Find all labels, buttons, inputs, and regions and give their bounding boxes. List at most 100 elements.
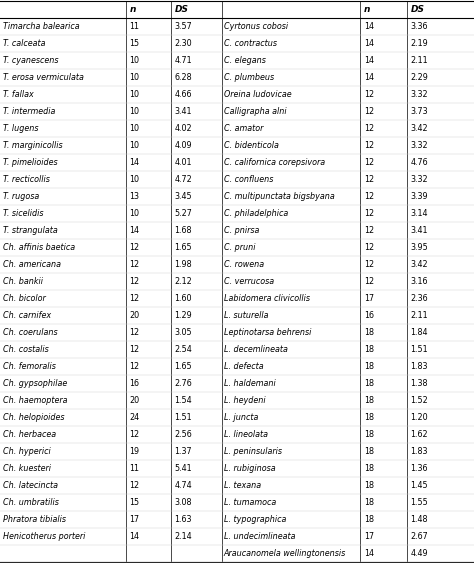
- Text: 12: 12: [129, 362, 139, 371]
- Text: Ch. costalis: Ch. costalis: [3, 345, 49, 354]
- Text: 14: 14: [364, 39, 374, 48]
- Text: 1.48: 1.48: [410, 515, 428, 524]
- Text: 6.28: 6.28: [174, 73, 192, 82]
- Text: C. amator: C. amator: [224, 124, 263, 133]
- Text: T. pimelioides: T. pimelioides: [3, 158, 57, 167]
- Text: 1.65: 1.65: [174, 243, 192, 252]
- Text: 19: 19: [129, 447, 139, 456]
- Text: Ch. bicolor: Ch. bicolor: [3, 294, 46, 303]
- Text: 12: 12: [364, 243, 374, 252]
- Text: 3.41: 3.41: [410, 226, 428, 235]
- Text: Leptinotarsa behrensi: Leptinotarsa behrensi: [224, 328, 311, 337]
- Text: Ch. affinis baetica: Ch. affinis baetica: [3, 243, 75, 252]
- Text: Ch. helopioides: Ch. helopioides: [3, 413, 64, 422]
- Text: 18: 18: [364, 464, 374, 473]
- Text: 14: 14: [364, 73, 374, 82]
- Text: 10: 10: [129, 56, 139, 65]
- Text: 3.57: 3.57: [174, 22, 192, 31]
- Text: 18: 18: [364, 345, 374, 354]
- Text: 10: 10: [129, 90, 139, 99]
- Text: Araucanomela wellingtonensis: Araucanomela wellingtonensis: [224, 549, 346, 558]
- Text: L. juncta: L. juncta: [224, 413, 258, 422]
- Text: C. multipunctata bigsbyana: C. multipunctata bigsbyana: [224, 192, 335, 201]
- Text: T. erosa vermiculata: T. erosa vermiculata: [3, 73, 84, 82]
- Text: 1.98: 1.98: [174, 260, 192, 269]
- Text: 12: 12: [364, 107, 374, 116]
- Text: 14: 14: [364, 22, 374, 31]
- Text: 1.38: 1.38: [410, 379, 428, 388]
- Text: 18: 18: [364, 396, 374, 405]
- Text: L. lineolata: L. lineolata: [224, 430, 268, 439]
- Text: 3.08: 3.08: [174, 498, 192, 507]
- Text: 1.83: 1.83: [410, 362, 428, 371]
- Text: 2.12: 2.12: [174, 277, 192, 286]
- Text: 2.76: 2.76: [174, 379, 192, 388]
- Text: 12: 12: [364, 260, 374, 269]
- Text: 12: 12: [364, 158, 374, 167]
- Text: 17: 17: [129, 515, 139, 524]
- Text: 4.71: 4.71: [174, 56, 192, 65]
- Text: L. rubiginosa: L. rubiginosa: [224, 464, 275, 473]
- Text: 18: 18: [364, 379, 374, 388]
- Text: 12: 12: [129, 430, 139, 439]
- Text: L. decemlineata: L. decemlineata: [224, 345, 288, 354]
- Text: 4.66: 4.66: [174, 90, 192, 99]
- Text: T. cyanescens: T. cyanescens: [3, 56, 58, 65]
- Text: 3.95: 3.95: [410, 243, 428, 252]
- Text: Oreina ludovicae: Oreina ludovicae: [224, 90, 292, 99]
- Text: 4.49: 4.49: [410, 549, 428, 558]
- Text: T. rugosa: T. rugosa: [3, 192, 39, 201]
- Text: 18: 18: [364, 413, 374, 422]
- Text: 1.68: 1.68: [174, 226, 192, 235]
- Text: L. texana: L. texana: [224, 481, 261, 490]
- Text: 1.54: 1.54: [174, 396, 192, 405]
- Text: 1.51: 1.51: [410, 345, 428, 354]
- Text: 15: 15: [129, 498, 139, 507]
- Text: 18: 18: [364, 481, 374, 490]
- Text: 3.73: 3.73: [410, 107, 428, 116]
- Text: 20: 20: [129, 311, 139, 320]
- Text: Ch. femoralis: Ch. femoralis: [3, 362, 56, 371]
- Text: 16: 16: [129, 379, 139, 388]
- Text: 3.14: 3.14: [410, 209, 428, 218]
- Text: 2.30: 2.30: [174, 39, 192, 48]
- Text: L. peninsularis: L. peninsularis: [224, 447, 282, 456]
- Text: 2.36: 2.36: [410, 294, 428, 303]
- Text: 1.29: 1.29: [174, 311, 192, 320]
- Text: 1.20: 1.20: [410, 413, 428, 422]
- Text: 11: 11: [129, 22, 139, 31]
- Text: 2.11: 2.11: [410, 56, 428, 65]
- Text: T. lugens: T. lugens: [3, 124, 38, 133]
- Text: 18: 18: [364, 515, 374, 524]
- Text: 14: 14: [129, 158, 139, 167]
- Text: 14: 14: [129, 532, 139, 541]
- Text: 3.45: 3.45: [174, 192, 192, 201]
- Text: 3.16: 3.16: [410, 277, 428, 286]
- Text: C. philadelphica: C. philadelphica: [224, 209, 288, 218]
- Text: 17: 17: [364, 532, 374, 541]
- Text: 1.45: 1.45: [410, 481, 428, 490]
- Text: 18: 18: [364, 362, 374, 371]
- Text: 10: 10: [129, 124, 139, 133]
- Text: 12: 12: [364, 209, 374, 218]
- Text: 16: 16: [364, 311, 374, 320]
- Text: 1.83: 1.83: [410, 447, 428, 456]
- Text: C. verrucosa: C. verrucosa: [224, 277, 274, 286]
- Text: Ch. herbacea: Ch. herbacea: [3, 430, 56, 439]
- Text: 4.72: 4.72: [174, 175, 192, 184]
- Text: 1.51: 1.51: [174, 413, 192, 422]
- Text: 3.36: 3.36: [410, 22, 428, 31]
- Text: DS: DS: [410, 5, 425, 14]
- Text: 12: 12: [364, 192, 374, 201]
- Text: 10: 10: [129, 209, 139, 218]
- Text: 12: 12: [129, 243, 139, 252]
- Text: T. intermedia: T. intermedia: [3, 107, 55, 116]
- Text: 12: 12: [364, 124, 374, 133]
- Text: 5.41: 5.41: [174, 464, 192, 473]
- Text: 2.19: 2.19: [410, 39, 428, 48]
- Text: C. plumbeus: C. plumbeus: [224, 73, 274, 82]
- Text: 18: 18: [364, 328, 374, 337]
- Text: 1.36: 1.36: [410, 464, 428, 473]
- Text: T. sicelidis: T. sicelidis: [3, 209, 43, 218]
- Text: 10: 10: [129, 175, 139, 184]
